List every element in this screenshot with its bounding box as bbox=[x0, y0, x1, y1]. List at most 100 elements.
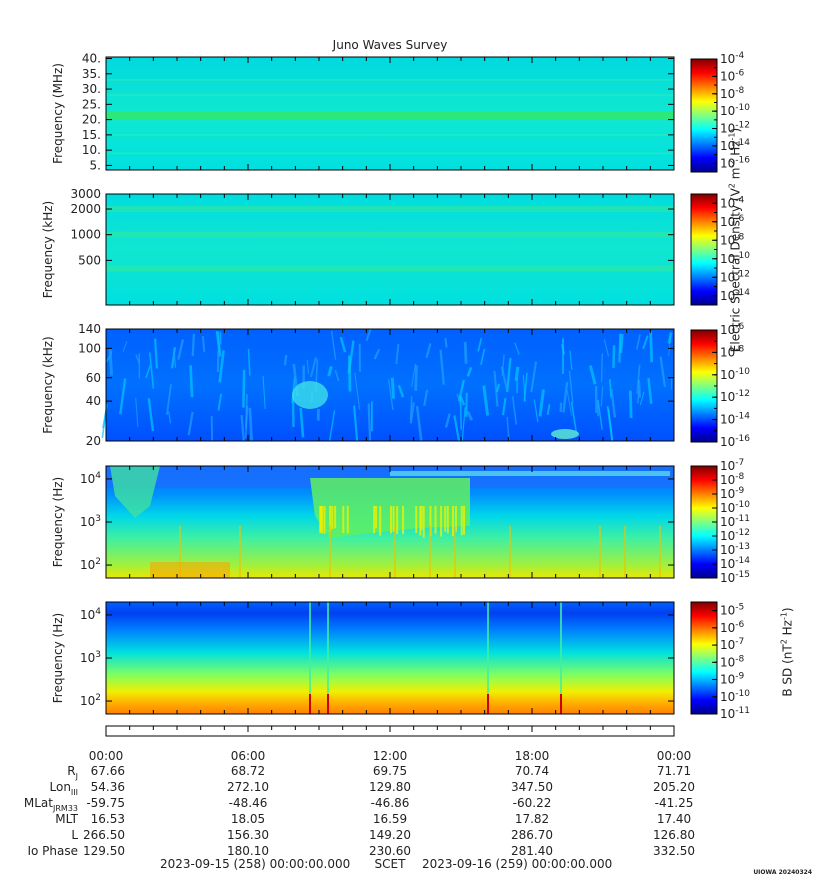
colorbar-gradient bbox=[690, 193, 718, 306]
emission-streak bbox=[459, 394, 462, 430]
y-tick-label: 104 bbox=[80, 607, 101, 622]
emission-streak bbox=[501, 397, 507, 416]
ephemeris-row-label: RJ bbox=[67, 764, 78, 781]
emission-streak bbox=[606, 406, 614, 442]
ephemeris-row-label: L bbox=[71, 828, 78, 842]
scet-label: SCET bbox=[375, 857, 407, 871]
ephemeris-value: 156.30 bbox=[227, 828, 269, 842]
emission-band bbox=[106, 111, 674, 120]
emission-streak bbox=[603, 339, 610, 357]
colorbar-gradient bbox=[690, 601, 718, 715]
emission-streak bbox=[637, 390, 640, 404]
emission-streak bbox=[216, 350, 220, 373]
emission-streak bbox=[511, 396, 518, 425]
emission-streak bbox=[414, 365, 418, 392]
emission-streak bbox=[636, 364, 641, 394]
y-tick-label: 20 bbox=[86, 434, 101, 448]
emission-streak bbox=[154, 338, 159, 369]
emission-streak bbox=[522, 375, 526, 402]
time-axis-strip: 00:00 06:00 12:00 18:00 00:00 RJ 67.66 68.72 69.… bbox=[24, 725, 812, 876]
colorbar-tick-label: 10-10 bbox=[720, 689, 750, 704]
emission-streak bbox=[168, 411, 172, 424]
ephemeris-value: 54.36 bbox=[91, 780, 125, 794]
colorbar-tick-label: 10-12 bbox=[720, 389, 750, 404]
emission-streak bbox=[367, 403, 372, 442]
emission-streak bbox=[135, 397, 139, 428]
emission-streak bbox=[514, 342, 520, 355]
y-axis-label: Frequency (Hz) bbox=[51, 477, 65, 568]
y-tick-label: 15. bbox=[82, 128, 101, 142]
faint-band bbox=[106, 152, 674, 155]
ephemeris-row-label: Io Phase bbox=[27, 844, 78, 858]
emission-streak bbox=[240, 414, 245, 442]
y-tick-label: 104 bbox=[80, 471, 101, 486]
emission-streak bbox=[242, 369, 246, 408]
faint-band bbox=[106, 265, 674, 272]
y-tick-label: 100 bbox=[78, 341, 101, 355]
colorbar-tick-label: 10-8 bbox=[720, 472, 745, 487]
emission-streak bbox=[217, 393, 223, 411]
emission-streak bbox=[334, 369, 340, 382]
colorbar-tick-label: 10-11 bbox=[720, 706, 750, 721]
electric-colorbar-label: Electric Spectral Density (V2 m-2 Hz-1) bbox=[727, 127, 743, 353]
ephemeris-value: -59.75 bbox=[86, 796, 125, 810]
emission-streak bbox=[330, 330, 337, 360]
emission-streak bbox=[390, 377, 395, 399]
emission-streak bbox=[373, 348, 381, 360]
ephemeris-value: -48.46 bbox=[229, 796, 268, 810]
ephemeris-value: 286.70 bbox=[511, 828, 553, 842]
emission-streak bbox=[145, 365, 151, 379]
ephemeris-value: 70.74 bbox=[515, 764, 549, 778]
colorbar-tick-label: 10-4 bbox=[720, 51, 745, 66]
emission-streak bbox=[310, 357, 317, 378]
ephemeris-value: 281.40 bbox=[511, 844, 553, 858]
y-tick-label: 10. bbox=[82, 143, 101, 157]
y-axis-label: Frequency (Hz) bbox=[51, 613, 65, 704]
y-tick-label: 103 bbox=[80, 650, 101, 665]
start-time: 2023-09-15 (258) 00:00:00.000 bbox=[160, 857, 350, 871]
emission-streak bbox=[415, 405, 423, 442]
faint-band bbox=[106, 94, 674, 97]
emission-streak bbox=[501, 354, 505, 376]
emission-streak bbox=[480, 348, 486, 366]
time-axis: 00:00 06:00 12:00 18:00 00:00 RJ 67.66 68.72 69.… bbox=[24, 725, 812, 876]
emission-streak bbox=[411, 363, 417, 387]
ephemeris-value: 71.71 bbox=[657, 764, 691, 778]
ephemeris-value: 129.50 bbox=[83, 844, 125, 858]
emission-streak bbox=[173, 348, 177, 368]
emission-streak bbox=[456, 393, 462, 407]
y-tick-label: 102 bbox=[80, 693, 101, 708]
colorbar-tick-label: 10-10 bbox=[720, 103, 750, 118]
y-tick-label: 35. bbox=[82, 67, 101, 81]
y-tick-label: 3000 bbox=[70, 187, 101, 201]
ephemeris-value: 126.80 bbox=[653, 828, 695, 842]
emission-streak bbox=[177, 339, 185, 360]
emission-streak bbox=[218, 350, 225, 383]
emission-streak bbox=[647, 377, 653, 404]
ephemeris-value: 332.50 bbox=[653, 844, 695, 858]
ephemeris-value: -41.25 bbox=[655, 796, 694, 810]
emission-streak bbox=[559, 402, 563, 413]
ephemeris-value: -60.22 bbox=[513, 796, 552, 810]
emission-streak bbox=[538, 389, 545, 417]
emission-streak bbox=[108, 348, 114, 376]
colorbar-tick-label: 10-15 bbox=[720, 570, 750, 585]
emission-streak bbox=[466, 366, 473, 377]
emission-streak bbox=[619, 333, 624, 353]
low-freq-enhancement bbox=[150, 562, 230, 578]
ephemeris-row-label: MLT bbox=[55, 812, 78, 826]
emission-streak bbox=[439, 349, 445, 385]
emission-blob bbox=[551, 429, 579, 439]
colorbar-tick-label: 10-9 bbox=[720, 672, 745, 687]
colorbar-tick-label: 10-8 bbox=[720, 654, 745, 669]
ephemeris-value: 67.66 bbox=[91, 764, 125, 778]
emission-streak bbox=[444, 337, 448, 348]
spectrogram-image bbox=[106, 602, 674, 714]
emission-streak bbox=[465, 392, 468, 417]
y-axis-label: Frequency (kHz) bbox=[41, 336, 55, 433]
colorbar-5: 10-5 10-6 10-7 10-8 10-9 10-10 10-11 bbox=[690, 601, 750, 721]
magnetic-colorbar-label: B SD (nT2 Hz-1) bbox=[779, 607, 795, 697]
end-time: 2023-09-16 (259) 00:00:00.000 bbox=[422, 857, 612, 871]
